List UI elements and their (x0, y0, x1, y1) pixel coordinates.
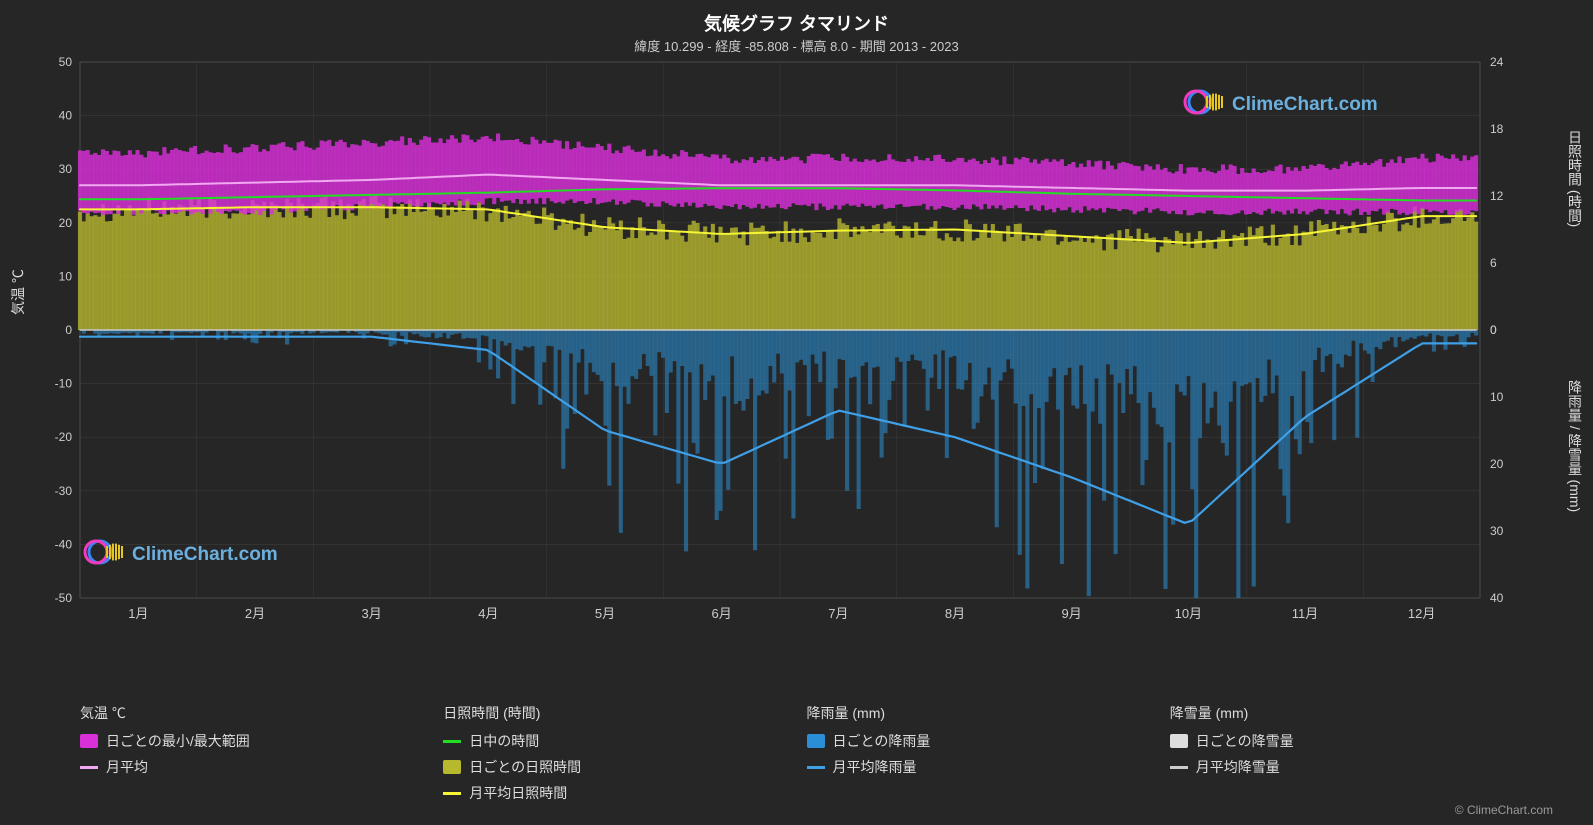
svg-text:24: 24 (1490, 55, 1504, 69)
svg-text:3月: 3月 (362, 606, 382, 621)
legend-item: 月平均日照時間 (443, 783, 806, 803)
legend-item-label: 日中の時間 (469, 731, 539, 751)
svg-text:8月: 8月 (945, 606, 965, 621)
legend-item: 日ごとの最小/最大範囲 (80, 731, 443, 751)
svg-text:1月: 1月 (128, 606, 148, 621)
legend-swatch (1170, 766, 1188, 769)
legend-item: 月平均降雪量 (1170, 757, 1533, 777)
legend-item-label: 月平均降雨量 (833, 757, 917, 777)
svg-text:12月: 12月 (1408, 606, 1435, 621)
svg-text:0: 0 (1490, 323, 1497, 337)
legend-group-header: 降雪量 (mm) (1170, 703, 1533, 723)
legend-item: 日ごとの降雨量 (807, 731, 1170, 751)
svg-text:10: 10 (59, 269, 73, 283)
svg-text:30: 30 (59, 162, 73, 176)
legend-item-label: 月平均降雪量 (1196, 757, 1280, 777)
legend-swatch (443, 740, 461, 743)
legend-group: 気温 ℃ 日ごとの最小/最大範囲月平均 (80, 703, 443, 813)
footer-watermark: © ClimeChart.com (1455, 803, 1553, 817)
legend-swatch (443, 760, 461, 774)
legend-item-label: 月平均 (106, 757, 148, 777)
legend-item: 日ごとの降雪量 (1170, 731, 1533, 751)
legend-item-label: 日ごとの降雪量 (1196, 731, 1294, 751)
svg-text:50: 50 (59, 55, 73, 69)
svg-text:-30: -30 (55, 484, 73, 498)
legend-item-label: 日ごとの降雨量 (833, 731, 931, 751)
legend-group-header: 日照時間 (時間) (443, 703, 806, 723)
svg-text:10: 10 (1490, 390, 1504, 404)
legend-item: 日中の時間 (443, 731, 806, 751)
legend-group-header: 降雨量 (mm) (807, 703, 1170, 723)
svg-text:20: 20 (1490, 457, 1504, 471)
svg-text:-10: -10 (55, 377, 73, 391)
svg-text:0: 0 (65, 323, 72, 337)
y-axis-label-precipitation: 降雨量 / 降雪量 (mm) (1565, 380, 1585, 512)
legend-item: 月平均 (80, 757, 443, 777)
svg-text:-50: -50 (55, 591, 73, 605)
legend-swatch (807, 734, 825, 748)
svg-text:-40: -40 (55, 537, 73, 551)
svg-text:20: 20 (59, 216, 73, 230)
svg-text:9月: 9月 (1062, 606, 1082, 621)
legend-item-label: 月平均日照時間 (469, 783, 567, 803)
legend-swatch (80, 734, 98, 748)
legend-swatch (80, 766, 98, 769)
svg-text:12: 12 (1490, 189, 1504, 203)
legend-swatch (443, 792, 461, 795)
legend-swatch (807, 766, 825, 769)
svg-text:40: 40 (59, 109, 73, 123)
legend-item: 月平均降雨量 (807, 757, 1170, 777)
svg-text:18: 18 (1490, 122, 1504, 136)
svg-text:ClimeChart.com: ClimeChart.com (1232, 94, 1378, 115)
legend-item-label: 日ごとの最小/最大範囲 (106, 731, 250, 751)
svg-text:7月: 7月 (828, 606, 848, 621)
svg-text:-20: -20 (55, 430, 73, 444)
svg-text:11月: 11月 (1292, 606, 1319, 621)
svg-text:30: 30 (1490, 524, 1504, 538)
legend-group: 日照時間 (時間) 日中の時間日ごとの日照時間月平均日照時間 (443, 703, 806, 813)
y-axis-label-sunshine: 日照時間 (時間) (1565, 130, 1585, 227)
legend-group: 降雪量 (mm) 日ごとの降雪量月平均降雪量 (1170, 703, 1533, 813)
svg-text:2月: 2月 (245, 606, 265, 621)
y-axis-label-temperature: 気温 ℃ (8, 269, 28, 315)
svg-text:6: 6 (1490, 256, 1497, 270)
chart-plot-svg: -50-40-30-20-100102030405006121824010203… (0, 0, 1593, 825)
legend-item-label: 日ごとの日照時間 (469, 757, 581, 777)
legend-group-header: 気温 ℃ (80, 703, 443, 723)
legend-group: 降雨量 (mm) 日ごとの降雨量月平均降雨量 (807, 703, 1170, 813)
svg-text:40: 40 (1490, 591, 1504, 605)
legend-item: 日ごとの日照時間 (443, 757, 806, 777)
climate-chart: 気候グラフ タマリンド 緯度 10.299 - 経度 -85.808 - 標高 … (0, 0, 1593, 825)
svg-text:6月: 6月 (712, 606, 732, 621)
legend-swatch (1170, 734, 1188, 748)
svg-text:5月: 5月 (595, 606, 615, 621)
svg-text:4月: 4月 (478, 606, 498, 621)
svg-text:10月: 10月 (1175, 606, 1202, 621)
chart-legend: 気温 ℃ 日ごとの最小/最大範囲月平均 日照時間 (時間) 日中の時間日ごとの日照時間… (80, 703, 1533, 813)
svg-text:ClimeChart.com: ClimeChart.com (132, 544, 278, 565)
